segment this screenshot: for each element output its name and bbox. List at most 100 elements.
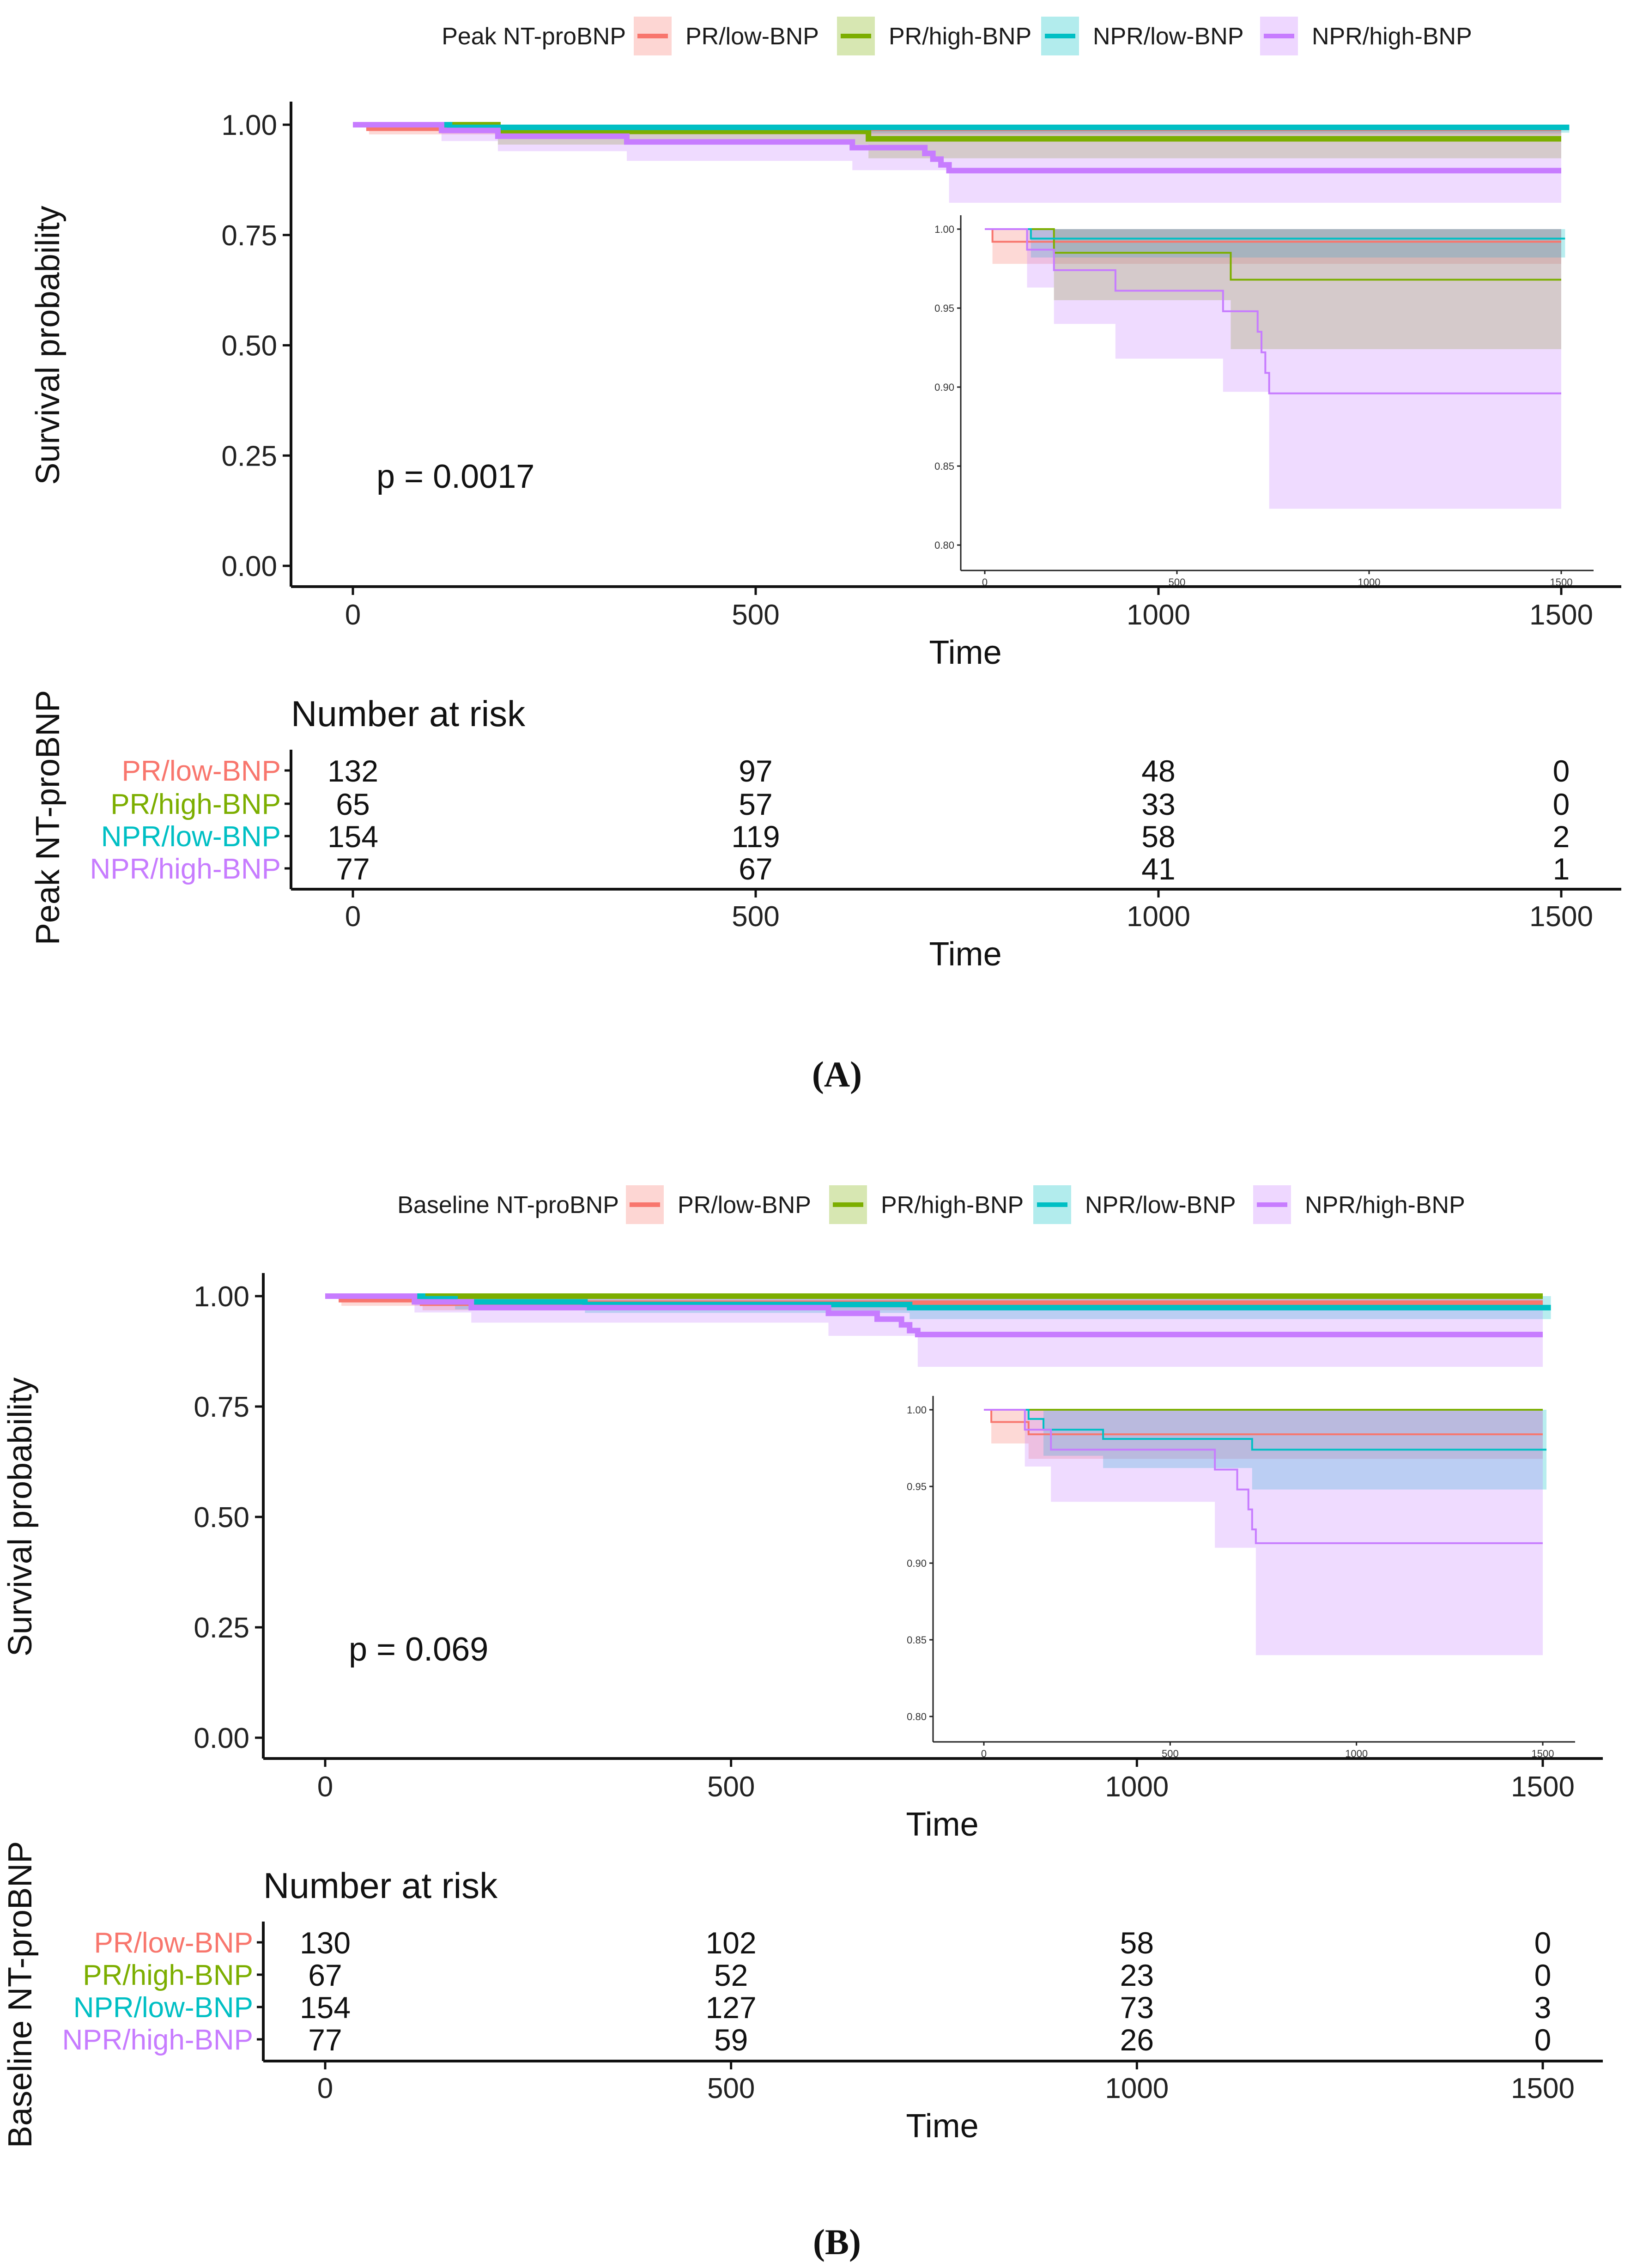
risk-count: 154	[300, 1990, 351, 2025]
axes: 0.00 0.25 0.50 0.75 1.00 0 500 1000 1500 Time Surv…	[30, 102, 1621, 671]
legend-label: NPR/low-BNP	[1085, 1192, 1236, 1219]
inset-y-tick-label: 0.80	[907, 1711, 927, 1722]
legend-item-npr-low-bnp: NPR/low-BNP	[1033, 1185, 1236, 1224]
ci-band-npr-high-bnp	[325, 1296, 1543, 1367]
survival-curve-npr-high-bnp	[325, 1293, 1543, 1338]
inset-ci-band-npr-low-bnp	[985, 229, 1565, 258]
risk-count: 26	[1120, 2023, 1154, 2057]
y-tick-label: 0.25	[194, 1612, 249, 1644]
survival-curve-npr-high-bnp	[353, 122, 1561, 174]
risk-row-npr-low-bnp: NPR/low-BNP 154 127 73 3	[73, 1990, 1552, 2025]
legend-label: PR/high-BNP	[889, 23, 1031, 50]
y-tick-label: 1.00	[221, 109, 277, 141]
inset-y-tick-label: 0.90	[907, 1558, 927, 1569]
inset-y-tick-label: 0.85	[934, 461, 954, 472]
legend-label: NPR/low-BNP	[1093, 23, 1244, 50]
risk-x-tick-label: 1000	[1127, 901, 1190, 933]
legend: Baseline NT-proBNP PR/low-BNP PR/high-BNP N…	[397, 1185, 1465, 1224]
x-tick-label: 0	[317, 1771, 333, 1803]
risk-x-axis-title: Time	[906, 2108, 978, 2145]
risk-count: 77	[308, 2023, 342, 2057]
panel-a: Peak NT-proBNP PR/low-BNP PR/high-BNP NPR/l…	[30, 17, 1621, 1094]
inset-x-tick-label: 500	[1169, 576, 1186, 588]
risk-row-label: PR/high-BNP	[110, 788, 281, 820]
y-tick-label: 1.00	[194, 1281, 249, 1313]
inset-x-tick-label: 1500	[1532, 1748, 1554, 1759]
inset-ci-band-pr-high-bnp	[985, 229, 1561, 349]
legend-item-npr-low-bnp: NPR/low-BNP	[1041, 17, 1244, 55]
y-tick-label: 0.50	[194, 1502, 249, 1534]
risk-count: 73	[1120, 1990, 1154, 2025]
risk-count: 58	[1141, 819, 1175, 854]
survival-plot: 0.00 0.25 0.50 0.75 1.00 0 500 1000 1500 Time Surv…	[2, 1273, 1603, 1843]
risk-count: 41	[1141, 852, 1175, 886]
risk-row-label: NPR/low-BNP	[101, 821, 281, 853]
legend-title: Baseline NT-proBNP	[397, 1192, 619, 1219]
risk-row-label: NPR/high-BNP	[90, 853, 281, 885]
survival-curve-npr-low-bnp	[353, 122, 1570, 130]
inset-x-tick-label: 1500	[1550, 576, 1573, 588]
risk-row-npr-high-bnp: NPR/high-BNP 77 59 26 0	[62, 2023, 1552, 2057]
y-tick-label: 0.00	[221, 551, 277, 582]
inset-y-tick-label: 1.00	[907, 1404, 927, 1416]
y-axis-title: Survival probability	[2, 1377, 39, 1656]
risk-count: 23	[1120, 1958, 1154, 1992]
y-tick-label: 0.50	[221, 330, 277, 362]
risk-row-label: PR/low-BNP	[94, 1927, 253, 1959]
risk-x-tick-label: 500	[732, 901, 779, 933]
survival-plot: 0.00 0.25 0.50 0.75 1.00 0 500 1000 1500 Time Surv…	[30, 102, 1621, 671]
inset-curve-npr-high-bnp	[985, 228, 1561, 394]
axes: 0.00 0.25 0.50 0.75 1.00 0 500 1000 1500 Time Surv…	[2, 1273, 1603, 1843]
legend-item-pr-high-bnp: PR/high-BNP	[837, 17, 1031, 55]
risk-count: 132	[327, 754, 378, 788]
panel-label: (A)	[812, 1054, 862, 1094]
x-axis-title: Time	[906, 1806, 978, 1843]
inset-x-tick-label: 500	[1162, 1748, 1179, 1759]
y-tick-label: 0.75	[221, 220, 277, 252]
inset-curve-npr-low-bnp	[984, 1409, 1547, 1451]
legend-item-npr-high-bnp: NPR/high-BNP	[1260, 17, 1472, 55]
inset-y-tick-label: 0.80	[934, 540, 954, 551]
risk-x-tick-label: 1500	[1529, 901, 1593, 933]
x-axis-title: Time	[929, 634, 1001, 671]
panel-label: (B)	[813, 2222, 861, 2262]
inset-y-tick-label: 0.95	[907, 1481, 927, 1492]
risk-count: 48	[1141, 754, 1175, 788]
risk-count: 119	[731, 819, 780, 854]
inset-zoom-plot: 0.80 0.85 0.90 0.95 1.00 0 500 1000 1500	[907, 1391, 1575, 1759]
risk-count: 57	[739, 787, 772, 821]
risk-count: 0	[1534, 2023, 1552, 2057]
risk-x-tick-label: 1000	[1105, 2073, 1169, 2104]
x-tick-label: 0	[345, 599, 361, 631]
risk-count: 67	[308, 1958, 342, 1992]
inset-curve-npr-high-bnp	[984, 1409, 1543, 1544]
risk-row-npr-low-bnp: NPR/low-BNP 154 119 58 2	[101, 819, 1570, 854]
risk-count: 52	[714, 1958, 748, 1992]
risk-count: 97	[739, 754, 772, 788]
inset-curve-pr-high-bnp	[985, 228, 1561, 281]
risk-count: 3	[1534, 1990, 1552, 2025]
inset-y-tick-label: 0.85	[907, 1634, 927, 1646]
survival-curve-npr-low-bnp	[325, 1293, 1551, 1310]
x-tick-label: 500	[707, 1771, 755, 1803]
risk-count: 127	[706, 1990, 757, 2025]
legend-label: NPR/high-BNP	[1312, 23, 1472, 50]
risk-count: 130	[300, 1926, 351, 1960]
risk-count: 0	[1534, 1926, 1552, 1960]
legend: Peak NT-proBNP PR/low-BNP PR/high-BNP NPR/l…	[442, 17, 1472, 55]
risk-count: 102	[706, 1926, 757, 1960]
inset-x-tick-label: 0	[981, 1748, 987, 1759]
y-tick-label: 0.00	[194, 1722, 249, 1754]
legend-item-pr-low-bnp: PR/low-BNP	[634, 17, 819, 55]
y-axis-title: Survival probability	[30, 206, 67, 485]
inset-background	[933, 1391, 1570, 1749]
inset-x-tick-label: 0	[982, 576, 988, 588]
risk-table-title: Number at risk	[291, 693, 526, 734]
risk-count: 59	[714, 2023, 748, 2057]
risk-count: 0	[1553, 754, 1570, 788]
risk-row-label: NPR/high-BNP	[62, 2024, 253, 2056]
inset-ci-band-npr-high-bnp	[985, 229, 1561, 509]
y-tick-label: 0.75	[194, 1391, 249, 1423]
